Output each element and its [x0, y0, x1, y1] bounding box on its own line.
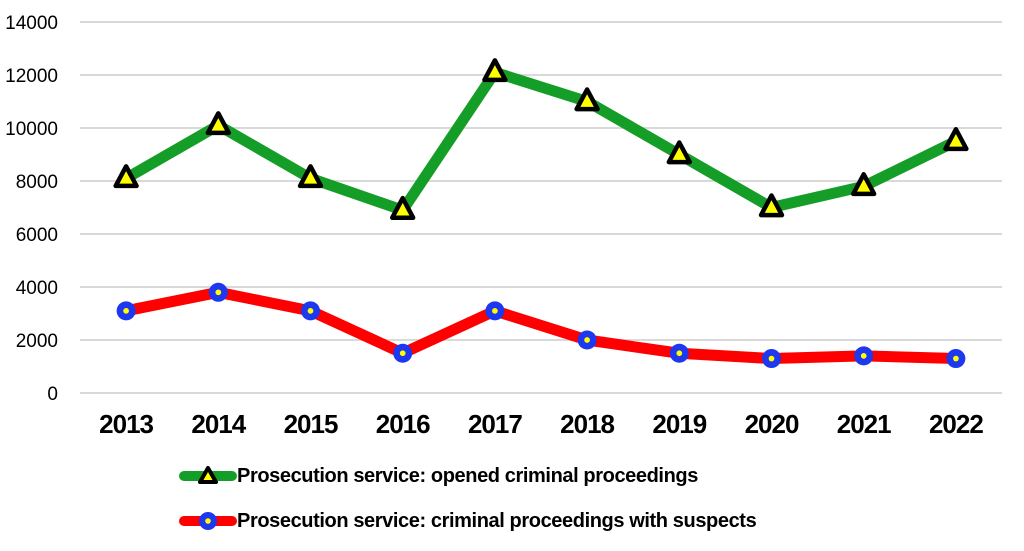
- x-tick-label: 2017: [468, 409, 522, 439]
- chart-legend: Prosecution service: opened criminal pro…: [179, 459, 757, 537]
- triangle-marker: [758, 193, 785, 218]
- series-line-0: [120, 66, 962, 216]
- y-tick-label: 6000: [16, 225, 58, 246]
- legend-label: Prosecution service: criminal proceeding…: [237, 509, 757, 532]
- circle-marker-dot: [676, 350, 683, 357]
- legend-item-1: Prosecution service: criminal proceeding…: [179, 504, 757, 537]
- x-tick-label: 2019: [652, 409, 706, 439]
- legend-item-0: Prosecution service: opened criminal pro…: [179, 459, 756, 492]
- circle-marker-dot: [860, 353, 867, 359]
- circle-marker-dot: [215, 289, 222, 296]
- x-tick-label: 2016: [376, 409, 430, 439]
- x-tick-label: 2021: [837, 409, 891, 439]
- circle-marker-dot: [584, 337, 590, 343]
- legend-swatch-circle: [179, 511, 237, 530]
- y-tick-label: 8000: [16, 172, 58, 193]
- circle-marker-dot: [399, 350, 406, 357]
- line-chart-plot-area: 0 2000 4000 6000 8000 10000 12000 14000 2013 2014…: [5, 13, 1002, 439]
- circle-marker-dot: [307, 308, 314, 314]
- triangle-marker: [574, 87, 600, 112]
- triangle-marker: [666, 140, 692, 165]
- y-tick-label: 0: [47, 384, 58, 405]
- circle-marker-dot: [953, 355, 959, 362]
- legend-swatch-triangle: [179, 465, 237, 484]
- circle-marker-dot: [768, 355, 775, 362]
- x-tick-label: 2020: [745, 409, 799, 439]
- y-tick-label: 4000: [16, 278, 58, 299]
- y-tick-label: 10000: [5, 119, 58, 140]
- legend-label: Prosecution service: opened criminal pro…: [237, 464, 698, 487]
- x-tick-label: 2022: [929, 409, 983, 439]
- x-tick-label: 2014: [191, 409, 246, 439]
- triangle-marker: [943, 127, 969, 152]
- y-tick-label: 14000: [5, 13, 58, 34]
- legend-circle-marker-dot: [205, 517, 211, 524]
- triangle-marker: [205, 111, 231, 136]
- y-tick-label: 12000: [5, 66, 58, 87]
- triangle-marker: [851, 172, 877, 197]
- triangle-marker: [482, 58, 508, 83]
- triangle-marker: [113, 164, 139, 189]
- y-tick-label: 2000: [16, 331, 58, 352]
- x-tick-label: 2015: [284, 409, 338, 439]
- x-tick-label: 2018: [560, 409, 614, 439]
- x-tick-label: 2013: [99, 409, 153, 439]
- circle-marker-dot: [123, 308, 129, 314]
- triangle-marker: [390, 195, 416, 220]
- triangle-marker: [297, 164, 324, 189]
- legend-triangle-marker: [198, 465, 218, 484]
- circle-marker-dot: [492, 308, 498, 314]
- series-line-1: [120, 286, 962, 365]
